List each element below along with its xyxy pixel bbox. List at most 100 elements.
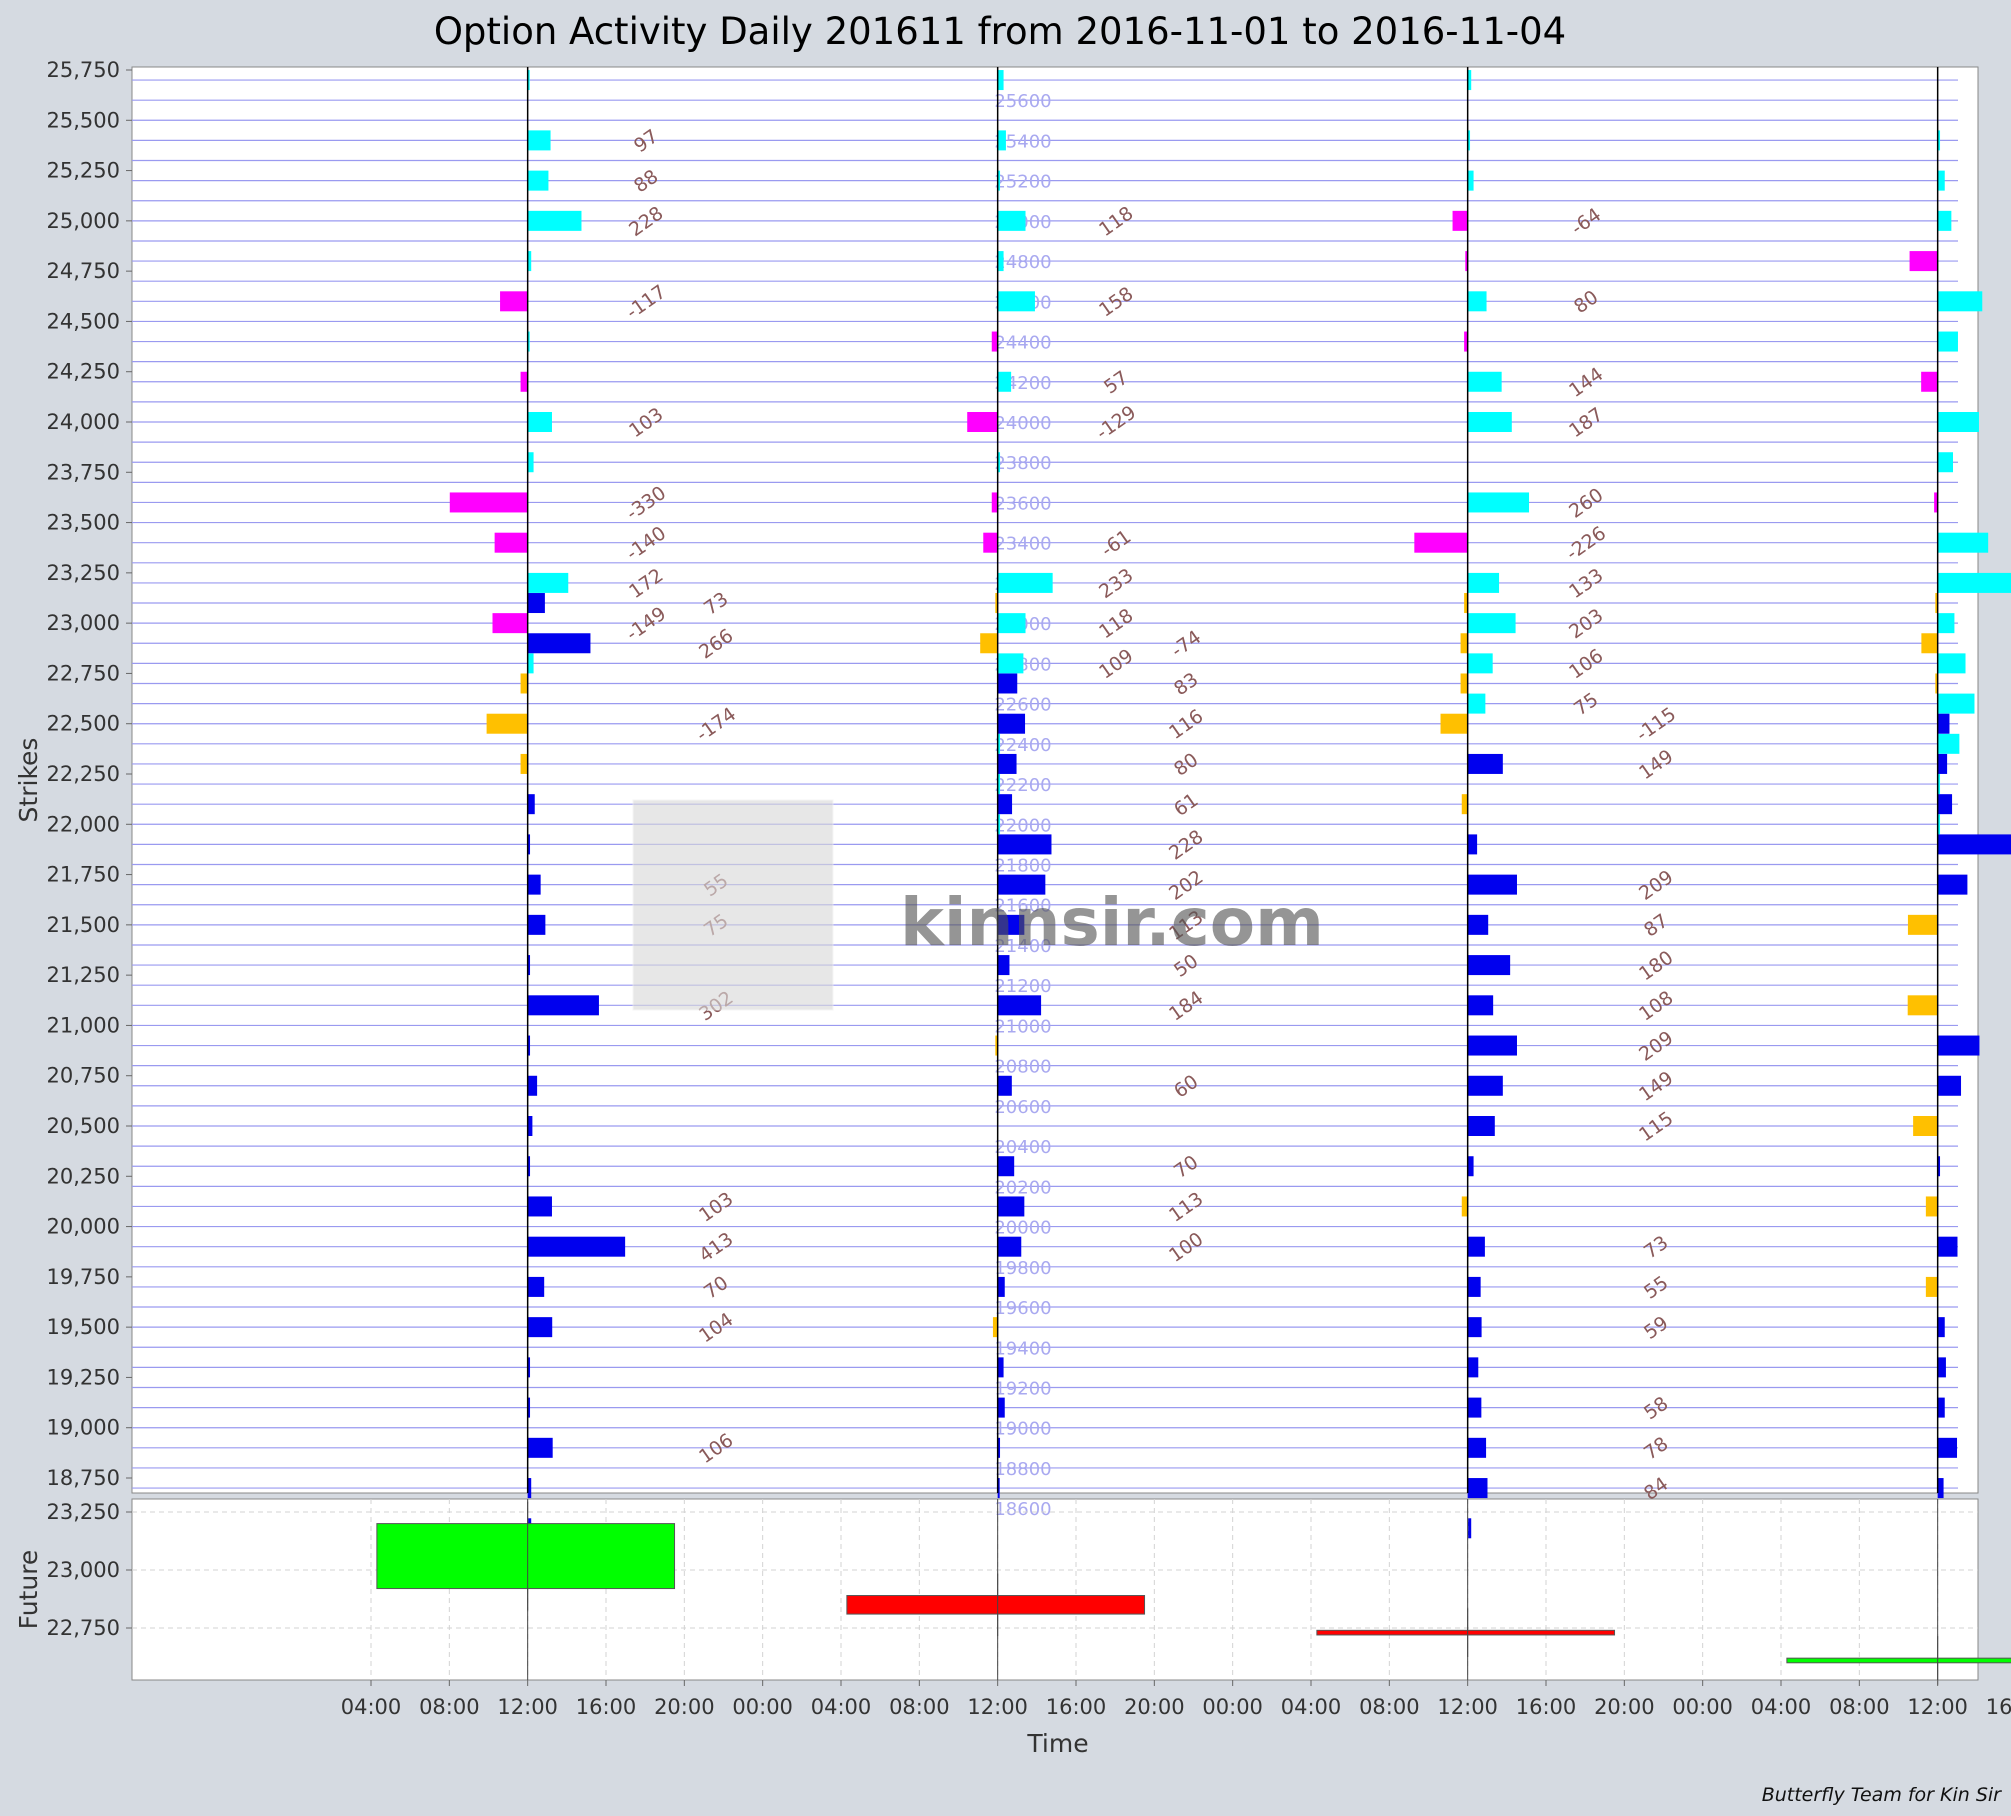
call-bar (527, 70, 530, 91)
mid-strike-label: 20800 (994, 1057, 1051, 1078)
call-bar (997, 251, 1004, 272)
mid-strike-label: 21800 (994, 856, 1051, 877)
put-bar (1461, 1196, 1468, 1217)
y-tick-label: 19,250 (47, 1365, 120, 1389)
put-bar (1467, 1276, 1481, 1297)
put-bar (527, 834, 531, 855)
put-bar (997, 834, 1052, 855)
y-tick-label: 20,250 (47, 1164, 120, 1188)
put-bar (1467, 1437, 1487, 1458)
call-bar (997, 452, 1001, 473)
call-bar (1937, 532, 1989, 553)
put-bar (997, 713, 1026, 734)
mid-strike-label: 24800 (994, 252, 1051, 273)
put-bar (1907, 914, 1938, 935)
call-bar (1937, 291, 1983, 312)
put-bar (997, 995, 1042, 1016)
call-bar (492, 613, 528, 634)
x-tick-label: 04:00 (1281, 1695, 1342, 1719)
mid-strike-label: 25400 (994, 131, 1051, 152)
put-bar (1467, 995, 1494, 1016)
x-axis-title: Time (1026, 1729, 1088, 1758)
x-tick-label: 12:00 (967, 1695, 1028, 1719)
watermark-logo-frame (632, 799, 834, 1011)
call-bar (527, 170, 549, 191)
y-tick-label: 22,250 (47, 762, 120, 786)
put-bar (1937, 1397, 1945, 1418)
mid-strike-label: 23800 (994, 453, 1051, 474)
put-bar (980, 633, 998, 654)
call-bar (1467, 70, 1472, 91)
put-bar (1935, 673, 1938, 694)
x-tick-label: 16:00 (1046, 1695, 1107, 1719)
mid-strike-label: 19600 (994, 1298, 1051, 1319)
x-tick-label: 08:00 (1829, 1695, 1890, 1719)
put-bar (1467, 1236, 1485, 1257)
future-candle (846, 1595, 1146, 1615)
x-tick-label: 20:00 (1124, 1695, 1185, 1719)
put-bar (1467, 753, 1503, 774)
put-bar (527, 1196, 552, 1217)
put-bar (1937, 1478, 1944, 1499)
mid-strike-label: 22200 (994, 775, 1051, 796)
put-bar (995, 1035, 998, 1056)
put-bar (1461, 794, 1468, 815)
put-bar (997, 1156, 1015, 1177)
call-bar (1937, 572, 2011, 593)
x-tick-label: 08:00 (419, 1695, 480, 1719)
put-bar (997, 1236, 1022, 1257)
y-tick-label: 24,750 (47, 259, 120, 283)
put-bar (992, 1317, 998, 1338)
y-tick-label: 20,000 (47, 1215, 120, 1239)
mid-strike-label: 19200 (994, 1378, 1051, 1399)
mid-strike-label: 23600 (994, 493, 1051, 514)
mid-strike-label: 20400 (994, 1137, 1051, 1158)
mid-strike-label: 20200 (994, 1177, 1051, 1198)
put-bar (527, 1236, 626, 1257)
call-bar (1937, 412, 1979, 432)
watermark-group: kinnsir.com (632, 799, 1324, 1011)
put-bar (1467, 914, 1489, 935)
put-bar (1935, 593, 1938, 614)
call-bar (1937, 733, 1960, 754)
y-tick-label: 25,250 (47, 159, 120, 183)
mid-strike-label: 18800 (994, 1459, 1051, 1480)
call-bar (1452, 210, 1468, 231)
y-tick-label: 20,500 (47, 1114, 120, 1138)
put-bar (527, 1035, 531, 1056)
x-tick-label: 16:00 (1516, 1695, 1577, 1719)
mid-strike-label: 19400 (994, 1338, 1051, 1359)
mid-strike-label: 24400 (994, 333, 1051, 354)
call-bar (527, 572, 569, 593)
call-bar (967, 412, 998, 432)
put-bar (1937, 874, 1968, 895)
put-bar (1937, 713, 1950, 734)
put-bar (527, 633, 591, 654)
call-bar (1467, 492, 1530, 513)
put-bar (527, 995, 599, 1016)
put-bar (1467, 955, 1511, 976)
y-tick-label: 25,000 (47, 209, 120, 233)
x-tick-label: 12:00 (497, 1695, 558, 1719)
put-bar (527, 1075, 538, 1096)
call-bar (997, 774, 1001, 795)
x-tick-label: 16:00 (576, 1695, 637, 1719)
x-tick-label: 08:00 (889, 1695, 950, 1719)
x-tick-label: 04:00 (811, 1695, 872, 1719)
call-bar (449, 492, 528, 513)
call-bar (527, 412, 552, 432)
y-tick-label: 23,750 (47, 460, 120, 484)
x-tick-label: 12:00 (1907, 1695, 1968, 1719)
call-bar (1937, 814, 1941, 835)
put-bar (527, 794, 535, 815)
options-plot-area (131, 66, 1979, 1494)
future-candle (1786, 1657, 2011, 1664)
mid-strike-label: 22400 (994, 735, 1051, 756)
put-bar (520, 673, 528, 694)
call-bar (997, 291, 1035, 312)
call-bar (1467, 371, 1502, 392)
y-tick-label: 24,500 (47, 309, 120, 333)
call-bar (527, 452, 534, 473)
put-bar (1467, 1035, 1517, 1056)
put-bar (1467, 1116, 1495, 1136)
